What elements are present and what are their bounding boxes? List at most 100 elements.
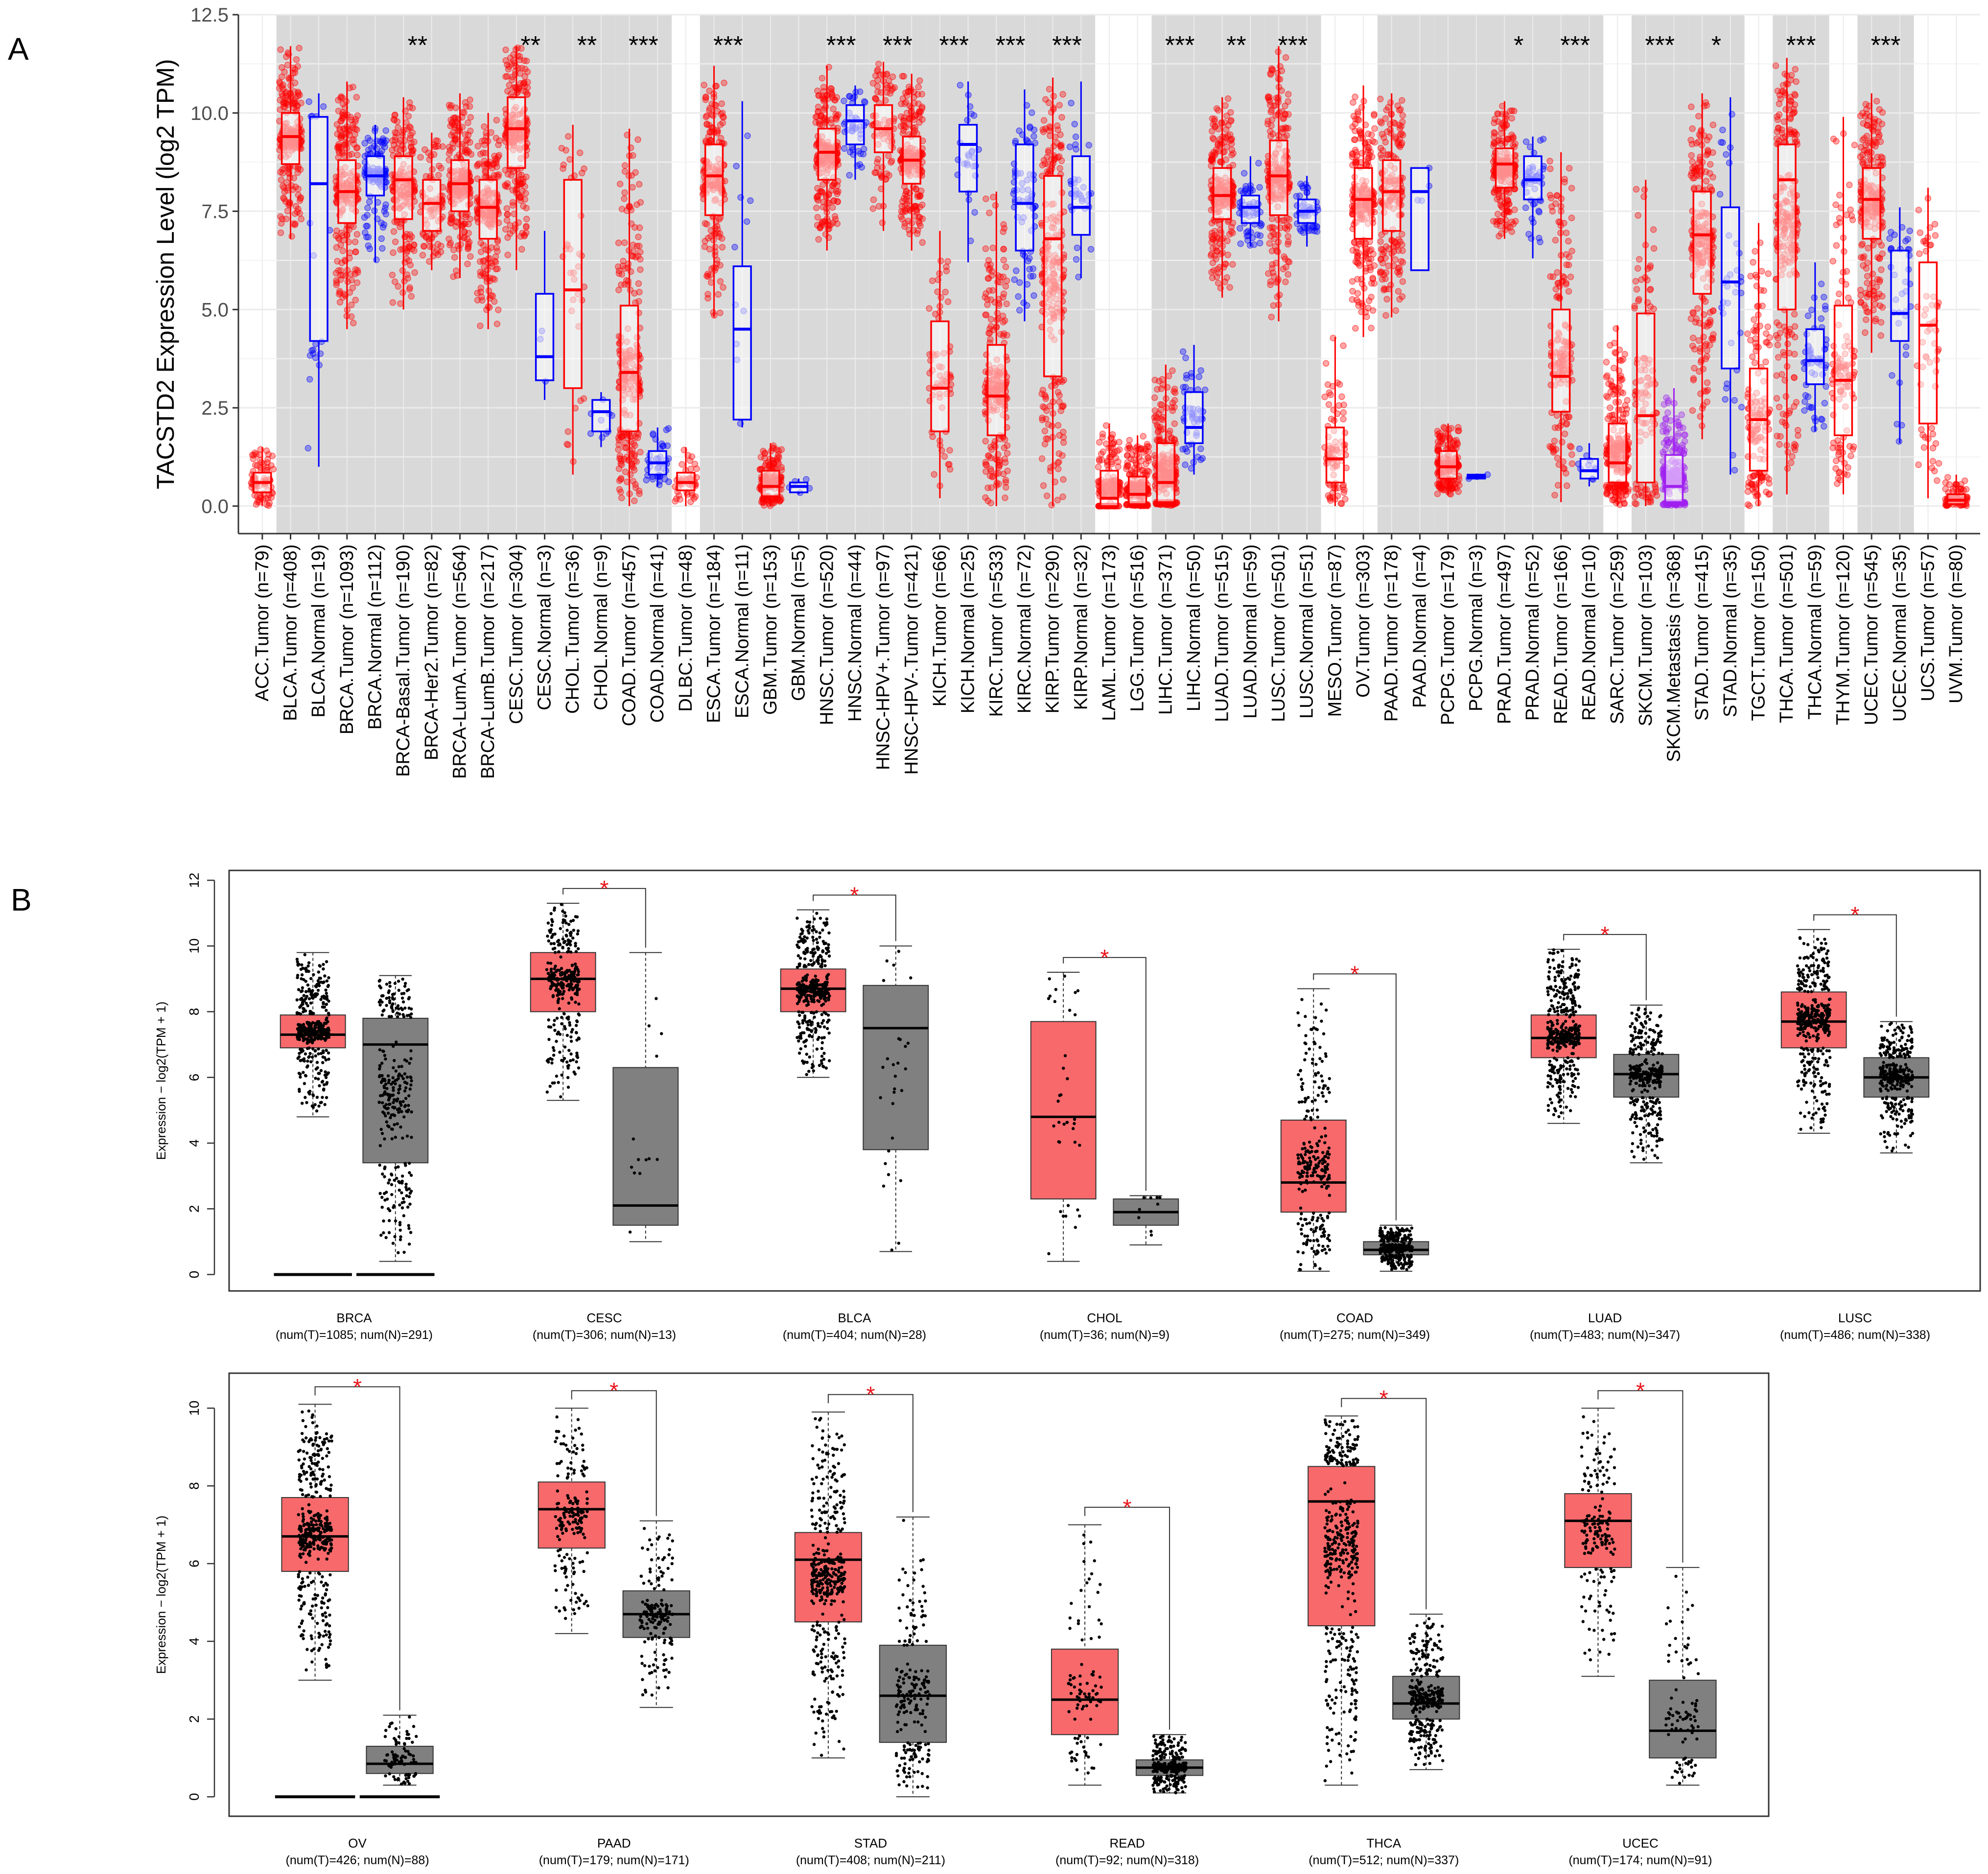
data-point: [320, 103, 327, 110]
data-point: [635, 234, 642, 240]
data-point: [1182, 354, 1189, 361]
data-point: [901, 123, 908, 130]
data-point: [288, 233, 295, 240]
data-point: [715, 291, 722, 298]
box: [1240, 194, 1260, 224]
data-point: [1115, 463, 1122, 470]
data-point: [704, 273, 711, 280]
data-point: [354, 151, 361, 159]
data-point: [452, 115, 459, 121]
data-point: [899, 215, 906, 223]
data-point: [560, 161, 567, 168]
data-point: [986, 210, 993, 216]
data-point: [874, 159, 881, 166]
data-point: [392, 129, 398, 136]
data-point: [477, 322, 484, 329]
data-point: [1000, 257, 1007, 264]
data-point: [627, 471, 634, 478]
data-point: [1004, 450, 1011, 457]
data-point: [1214, 266, 1221, 273]
data-point: [562, 147, 569, 154]
data-point: [417, 154, 424, 161]
data-point: [819, 74, 826, 82]
data-point: [1123, 466, 1130, 472]
data-point: [819, 189, 826, 196]
data-point: [759, 495, 767, 503]
data-point: [1054, 496, 1061, 504]
data-point: [1060, 428, 1067, 436]
data-point: [1001, 317, 1008, 324]
data-point: [989, 287, 996, 294]
panel-label-a: A: [8, 31, 29, 67]
box: [507, 96, 526, 169]
data-point: [621, 189, 628, 196]
data-point: [1004, 468, 1011, 474]
data-point: [504, 88, 511, 95]
data-point: [1256, 184, 1263, 191]
data-point: [390, 228, 398, 235]
data-point: [875, 61, 882, 68]
data-point: [576, 149, 584, 156]
data-point: [621, 265, 629, 272]
data-point: [1013, 267, 1020, 274]
data-point: [1095, 464, 1102, 470]
data-point: [982, 311, 990, 318]
data-point: [407, 132, 414, 139]
data-point: [704, 234, 712, 242]
data-point: [1056, 153, 1063, 160]
data-point: [1002, 263, 1009, 270]
data-point: [1011, 276, 1018, 283]
data-point: [1197, 445, 1204, 452]
data-point: [280, 81, 287, 89]
data-point: [278, 220, 285, 227]
data-point: [1126, 444, 1133, 451]
data-point: [1163, 437, 1170, 444]
data-point: [449, 144, 456, 152]
box: [309, 116, 328, 342]
data-point: [1217, 229, 1225, 236]
data-point: [860, 151, 867, 158]
data-point: [438, 242, 444, 250]
box: [761, 469, 780, 497]
data-point: [616, 181, 624, 187]
data-point: [348, 302, 355, 308]
data-point: [634, 136, 641, 143]
data-point: [580, 395, 587, 402]
data-point: [630, 478, 637, 485]
data-point: [919, 239, 926, 246]
data-point: [1124, 452, 1131, 459]
data-point: [1059, 493, 1066, 500]
data-point: [931, 471, 937, 478]
data-point: [406, 286, 413, 293]
data-point: [912, 124, 919, 131]
data-point: [1197, 367, 1204, 374]
data-point: [439, 143, 446, 150]
data-point: [277, 96, 284, 104]
data-point: [334, 130, 341, 138]
data-point: [290, 174, 297, 182]
data-point: [339, 247, 346, 254]
data-point: [630, 241, 636, 249]
data-point: [349, 284, 356, 291]
data-point: [493, 320, 501, 328]
data-point: [718, 100, 725, 107]
data-point: [899, 95, 907, 102]
data-point: [830, 105, 837, 113]
data-point: [263, 447, 270, 454]
data-point: [467, 215, 474, 223]
data-point: [348, 151, 355, 158]
data-point: [636, 288, 643, 296]
box: [732, 265, 752, 421]
data-point: [877, 171, 884, 178]
data-point: [1056, 102, 1063, 109]
data-point: [827, 85, 834, 92]
data-point: [256, 498, 263, 506]
data-point: [663, 426, 670, 433]
data-point: [817, 224, 823, 231]
data-point: [457, 241, 464, 248]
data-point: [916, 220, 923, 227]
data-point: [380, 137, 387, 144]
data-point: [1170, 388, 1177, 395]
data-point: [342, 272, 350, 279]
data-point: [707, 137, 714, 144]
